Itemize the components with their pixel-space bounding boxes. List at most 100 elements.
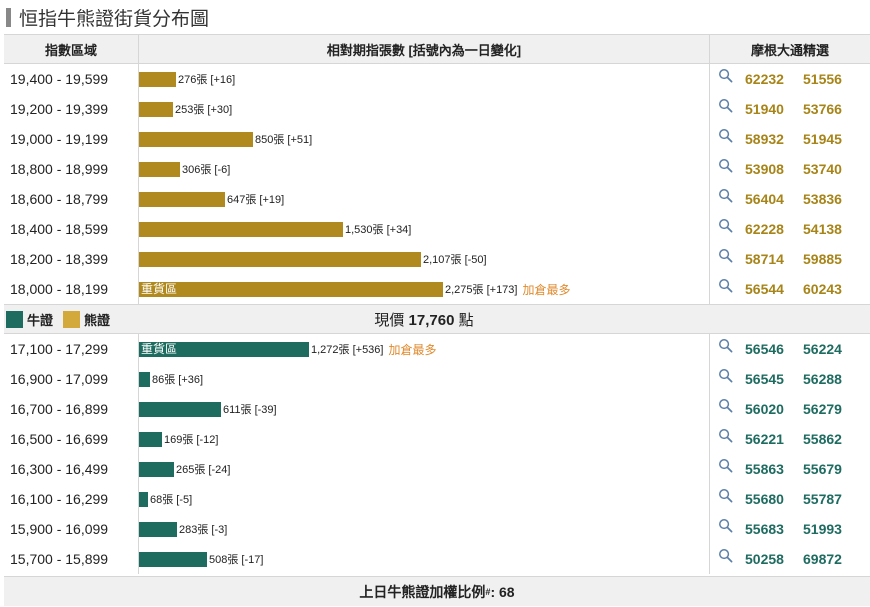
warrant-code-link[interactable]: 62232 bbox=[745, 71, 784, 87]
jpm-picks: 53908 53740 bbox=[710, 154, 870, 184]
qty-label: 1,272張 [+536] bbox=[311, 344, 384, 356]
jpm-picks: 56546 56224 bbox=[710, 334, 870, 364]
bar-cell: 276張 [+16] bbox=[138, 64, 710, 94]
footer-label: 上日牛熊證加權比例 bbox=[359, 583, 486, 600]
magnifier-icon[interactable] bbox=[718, 458, 733, 473]
bull-bar bbox=[139, 431, 162, 447]
magnifier-icon[interactable] bbox=[718, 488, 733, 503]
bull-bar bbox=[139, 461, 174, 477]
warrant-code-link[interactable]: 69872 bbox=[803, 551, 842, 567]
warrant-code-link[interactable]: 56288 bbox=[803, 371, 842, 387]
range-label: 16,300 - 16,499 bbox=[10, 461, 109, 477]
warrant-code-link[interactable]: 53908 bbox=[745, 161, 784, 177]
bull-row: 16,900 - 17,099 86張 [+36] 56545 56288 bbox=[4, 364, 870, 394]
range-label: 15,900 - 16,099 bbox=[10, 521, 109, 537]
warrant-code-link[interactable]: 62228 bbox=[745, 221, 784, 237]
warrant-code-link[interactable]: 56545 bbox=[745, 371, 784, 387]
warrant-code-link[interactable]: 60243 bbox=[803, 281, 842, 297]
bar-cell: 306張 [-6] bbox=[138, 154, 710, 184]
warrant-code-link[interactable]: 53836 bbox=[803, 191, 842, 207]
legend: 牛證 熊證 bbox=[4, 310, 138, 329]
bull-row: 15,900 - 16,099 283張 [-3] 55683 51993 bbox=[4, 514, 870, 544]
current-price: 現價 17,760 點 bbox=[138, 309, 710, 330]
bear-bar bbox=[139, 71, 176, 87]
warrant-code-link[interactable]: 55679 bbox=[803, 461, 842, 477]
warrant-code-link[interactable]: 59885 bbox=[803, 251, 842, 267]
warrant-code-link[interactable]: 51556 bbox=[803, 71, 842, 87]
distribution-table: 指數區域 相對期指張數 [括號內為一日變化] 摩根大通精選 19,400 - 1… bbox=[4, 34, 870, 606]
bear-row: 19,400 - 19,599 276張 [+16] 62232 51556 bbox=[4, 64, 870, 94]
range-label: 15,700 - 15,899 bbox=[10, 551, 109, 567]
warrant-code-link[interactable]: 50258 bbox=[745, 551, 784, 567]
magnifier-icon[interactable] bbox=[718, 548, 733, 563]
warrant-code-link[interactable]: 56546 bbox=[745, 341, 784, 357]
qty-label: 1,530張 [+34] bbox=[345, 224, 412, 236]
qty-label: 86張 [+36] bbox=[152, 374, 204, 386]
magnifier-icon[interactable] bbox=[718, 368, 733, 383]
warrant-code-link[interactable]: 56279 bbox=[803, 401, 842, 417]
warrant-code-link[interactable]: 54138 bbox=[803, 221, 842, 237]
warrant-code-link[interactable]: 56020 bbox=[745, 401, 784, 417]
warrant-code-link[interactable]: 55862 bbox=[803, 431, 842, 447]
bull-bar: 重貨區 bbox=[139, 341, 309, 357]
warrant-code-link[interactable]: 56544 bbox=[745, 281, 784, 297]
warrant-code-link[interactable]: 51945 bbox=[803, 131, 842, 147]
jpm-picks: 58714 59885 bbox=[710, 244, 870, 274]
legend-bull: 牛證 bbox=[27, 312, 54, 328]
warrant-code-link[interactable]: 53740 bbox=[803, 161, 842, 177]
bear-bar bbox=[139, 191, 225, 207]
jpm-picks: 56545 56288 bbox=[710, 364, 870, 394]
bar-cell: 253張 [+30] bbox=[138, 94, 710, 124]
warrant-code-link[interactable]: 55863 bbox=[745, 461, 784, 477]
warrant-code-link[interactable]: 58714 bbox=[745, 251, 784, 267]
jpm-picks: 55683 51993 bbox=[710, 514, 870, 544]
bull-bar bbox=[139, 401, 221, 417]
magnifier-icon[interactable] bbox=[718, 128, 733, 143]
bull-row: 16,500 - 16,699 169張 [-12] 56221 55862 bbox=[4, 424, 870, 454]
jpm-picks: 51940 53766 bbox=[710, 94, 870, 124]
page-title-text: 恒指牛熊證街貨分布圖 bbox=[19, 8, 210, 30]
jpm-picks: 55863 55679 bbox=[710, 454, 870, 484]
warrant-code-link[interactable]: 56404 bbox=[745, 191, 784, 207]
warrant-code-link[interactable]: 53766 bbox=[803, 101, 842, 117]
qty-label: 850張 [+51] bbox=[255, 134, 313, 146]
qty-label: 508張 [-17] bbox=[209, 554, 264, 566]
magnifier-icon[interactable] bbox=[718, 248, 733, 263]
magnifier-icon[interactable] bbox=[718, 338, 733, 353]
warrant-code-link[interactable]: 56221 bbox=[745, 431, 784, 447]
warrant-code-link[interactable]: 55680 bbox=[745, 491, 784, 507]
qty-label: 2,275張 [+173] bbox=[445, 284, 518, 296]
magnifier-icon[interactable] bbox=[718, 218, 733, 233]
range-label: 16,500 - 16,699 bbox=[10, 431, 109, 447]
magnifier-icon[interactable] bbox=[718, 428, 733, 443]
jpm-picks: 62232 51556 bbox=[710, 64, 870, 94]
magnifier-icon[interactable] bbox=[718, 98, 733, 113]
bar-cell: 169張 [-12] bbox=[138, 424, 710, 454]
range-label: 18,400 - 18,599 bbox=[10, 221, 109, 237]
magnifier-icon[interactable] bbox=[718, 278, 733, 293]
table-header: 指數區域 相對期指張數 [括號內為一日變化] 摩根大通精選 bbox=[4, 34, 870, 64]
qty-label: 611張 [-39] bbox=[223, 404, 277, 416]
magnifier-icon[interactable] bbox=[718, 68, 733, 83]
warrant-code-link[interactable]: 51993 bbox=[803, 521, 842, 537]
bull-swatch bbox=[6, 310, 23, 328]
bull-row: 16,700 - 16,899 611張 [-39] 56020 56279 bbox=[4, 394, 870, 424]
magnifier-icon[interactable] bbox=[718, 158, 733, 173]
range-label: 19,400 - 19,599 bbox=[10, 71, 109, 87]
warrant-code-link[interactable]: 51940 bbox=[745, 101, 784, 117]
range-label: 16,900 - 17,099 bbox=[10, 371, 109, 387]
qty-label: 68張 [-5] bbox=[150, 494, 193, 506]
magnifier-icon[interactable] bbox=[718, 518, 733, 533]
bear-bar bbox=[139, 251, 421, 267]
warrant-code-link[interactable]: 56224 bbox=[803, 341, 842, 357]
bar-cell: 重貨區 1,272張 [+536] 加倉最多 bbox=[138, 334, 710, 364]
warrant-code-link[interactable]: 58932 bbox=[745, 131, 784, 147]
magnifier-icon[interactable] bbox=[718, 188, 733, 203]
bar-cell: 重貨區 2,275張 [+173] 加倉最多 bbox=[138, 274, 710, 304]
warrant-code-link[interactable]: 55683 bbox=[745, 521, 784, 537]
magnifier-icon[interactable] bbox=[718, 398, 733, 413]
warrant-code-link[interactable]: 55787 bbox=[803, 491, 842, 507]
current-price-row: 牛證 熊證 現價 17,760 點 bbox=[4, 304, 870, 334]
bull-row: 17,100 - 17,299 重貨區 1,272張 [+536] 加倉最多 56546… bbox=[4, 334, 870, 364]
qty-label: 2,107張 [-50] bbox=[423, 254, 487, 266]
